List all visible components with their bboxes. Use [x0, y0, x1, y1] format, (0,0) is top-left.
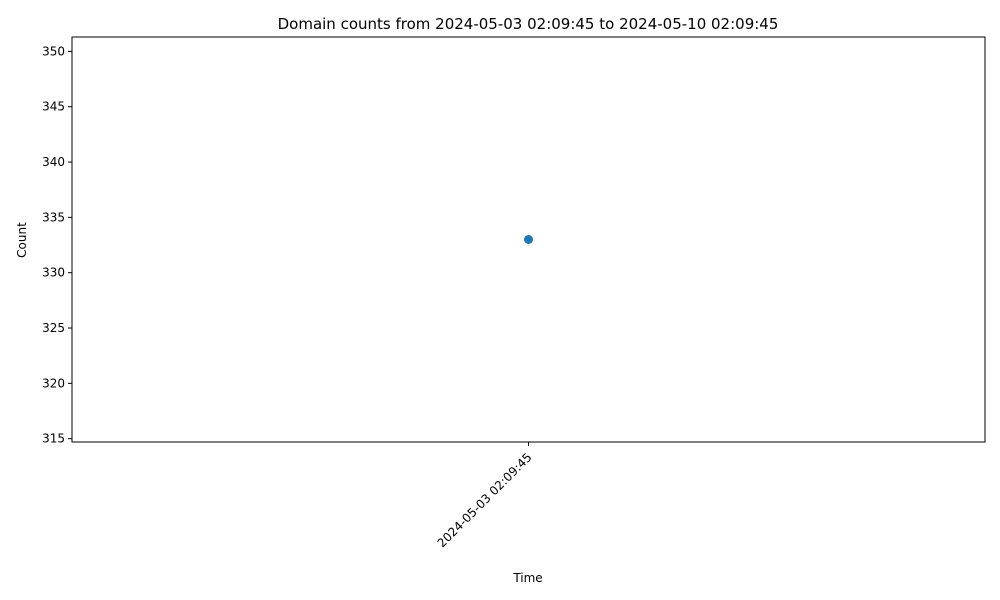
y-tick-label: 320 — [42, 376, 65, 390]
y-tick-label: 330 — [42, 266, 65, 280]
x-axis-label: Time — [512, 571, 542, 585]
y-tick-label: 335 — [42, 210, 65, 224]
y-tick-label: 315 — [42, 432, 65, 446]
data-point — [524, 235, 533, 244]
y-axis-ticks: 315 320 325 330 335 340 345 350 — [42, 44, 72, 446]
data-points — [524, 235, 533, 244]
y-tick-label: 325 — [42, 321, 65, 335]
x-axis-ticks: 2024-05-03 02:09:45 — [435, 442, 535, 550]
y-tick-label: 345 — [42, 100, 65, 114]
y-tick-label: 340 — [42, 155, 65, 169]
x-tick-label: 2024-05-03 02:09:45 — [435, 450, 535, 550]
plot-area-frame — [71, 36, 986, 443]
y-axis-label: Count — [15, 222, 29, 258]
chart-title: Domain counts from 2024-05-03 02:09:45 t… — [278, 15, 779, 33]
y-tick-label: 350 — [42, 44, 65, 58]
